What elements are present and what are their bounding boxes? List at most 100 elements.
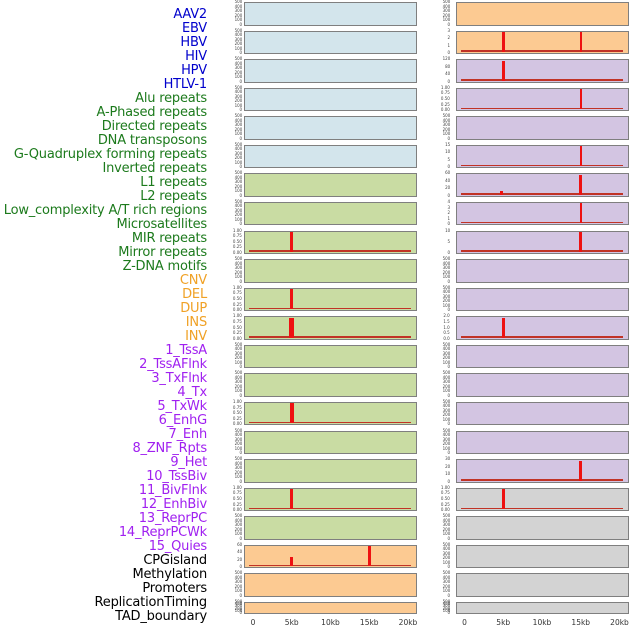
ytick-replicationtiming: 0 <box>447 593 450 598</box>
ytick-13-reprpc: 400 <box>442 403 450 409</box>
ytick-8-znf-rpts: 0 <box>447 279 450 284</box>
ytick-alu-repeats: 300 <box>234 179 242 185</box>
track-label-hbv: HBV <box>180 35 207 50</box>
track-label-6-enhg: 6_EnhG <box>158 413 208 428</box>
panel-ins <box>455 2 629 26</box>
ytick-hpv: 0 <box>239 136 242 141</box>
track-label-10-tssbiv: 10_TssBiv <box>146 469 207 484</box>
panel-12-enhbiv <box>455 373 629 397</box>
ytick-7-enh: 5 <box>447 239 450 244</box>
track-label-hiv: HIV <box>185 49 207 64</box>
panel-15-quies <box>455 459 629 483</box>
track-label-4-tx: 4_Tx <box>177 385 207 400</box>
track-label-13-reprpc: 13_ReprPC <box>138 511 207 526</box>
ytick-l1-repeats: 100 <box>234 360 242 365</box>
ytick-hbv: 300 <box>234 65 242 71</box>
ytick-aav2: 0 <box>239 22 242 27</box>
ytick-g-quadruplex-forming-repeats: 1.00 <box>233 285 242 290</box>
signal-baseline-inv <box>460 50 623 53</box>
panel-dna-transposons <box>244 259 417 283</box>
ytick-a-phased-repeats: 500 <box>234 199 242 204</box>
ytick-replicationtiming: 100 <box>442 588 450 594</box>
signal-spike-7-enh <box>579 232 583 253</box>
x-axis-tick-5kb: 5kb <box>284 617 299 627</box>
ytick-l1-repeats: 300 <box>234 351 242 356</box>
ytick-ebv: 500 <box>234 28 242 33</box>
ytick-12-enhbiv: 200 <box>442 384 450 389</box>
ytick-dna-transposons: 0 <box>239 279 242 284</box>
ytick-cnv: 60 <box>236 542 242 547</box>
ytick-hpv: 400 <box>234 118 242 123</box>
track-label-9-het: 9_Het <box>170 455 207 470</box>
ytick-microsatellites: 300 <box>234 437 242 442</box>
ytick-low-complexity-a-t-rich-regions: 0.00 <box>233 421 242 427</box>
track-label-directed-repeats: Directed repeats <box>101 119 207 134</box>
track-label-dna-transposons: DNA transposons <box>97 133 207 148</box>
ytick-9-het: 100 <box>442 303 450 308</box>
ytick-15-quies: 10 <box>444 471 450 477</box>
ytick-inv: 2 <box>447 35 450 41</box>
signal-baseline-inverted-repeats <box>249 336 411 338</box>
panel-methylation <box>455 516 629 540</box>
ytick-l1-repeats: 400 <box>234 346 242 352</box>
ytick-dna-transposons: 200 <box>234 270 242 275</box>
ytick-hbv: 200 <box>234 70 242 75</box>
panel-4-tx <box>455 144 629 169</box>
ytick-cpgisland: 0.75 <box>441 490 450 496</box>
ytick-hiv: 300 <box>234 94 242 99</box>
ytick-htlv-1: 300 <box>234 151 242 156</box>
ytick-mir-repeats: 500 <box>234 456 242 462</box>
track-label-14-reprpcwk: 14_ReprPCWk <box>118 525 207 540</box>
ytick-inv: 3 <box>447 28 450 33</box>
ytick-9-het: 0 <box>447 307 450 313</box>
panel-alu-repeats <box>244 173 417 197</box>
signal-spike-2-tssaflnk <box>579 89 582 110</box>
panel-7-enh <box>455 230 629 255</box>
signal-baseline-g-quadruplex-forming-repeats <box>249 307 411 310</box>
x-axis-tick-5kb: 5kb <box>496 617 511 627</box>
signal-spike-inv <box>579 32 582 53</box>
ytick-9-het: 500 <box>442 285 450 290</box>
panel-hiv <box>244 87 417 112</box>
ytick-5-txwk: 40 <box>444 178 450 183</box>
ytick-dup: 0 <box>239 610 242 615</box>
signal-baseline-directed-repeats <box>249 250 411 253</box>
ytick-z-dna-motifs: 200 <box>234 527 242 532</box>
ytick-ebv: 400 <box>234 32 242 38</box>
ytick-8-znf-rpts: 100 <box>442 274 450 280</box>
ytick-z-dna-motifs: 100 <box>234 531 242 537</box>
ytick-z-dna-motifs: 300 <box>234 522 242 528</box>
track-label-1-tssa: 1_TssA <box>165 343 207 358</box>
ytick-inv: 0 <box>447 50 450 56</box>
panel-low-complexity-a-t-rich-regions <box>244 401 417 426</box>
ytick-tad-boundary: 500 <box>442 599 450 604</box>
ytick-methylation: 0 <box>447 536 450 541</box>
ytick-hbv: 500 <box>234 56 242 62</box>
ytick-z-dna-motifs: 400 <box>234 518 242 523</box>
signal-baseline-10-tssbiv <box>460 336 623 338</box>
panel-tad-boundary <box>455 601 629 614</box>
ytick-directed-repeats: 0.50 <box>233 239 242 244</box>
signal-baseline-7-enh <box>460 250 623 253</box>
panel-mir-repeats <box>244 459 417 483</box>
panel-g-quadruplex-forming-repeats <box>244 287 417 312</box>
ytick-g-quadruplex-forming-repeats: 0.25 <box>233 302 242 307</box>
ytick-12-enhbiv: 300 <box>442 379 450 385</box>
ytick-inverted-repeats: 0.50 <box>233 325 242 330</box>
ytick-ins: 100 <box>442 17 450 22</box>
ytick-1-tssa: 120 <box>442 56 450 62</box>
ytick-mir-repeats: 400 <box>234 461 242 466</box>
signal-baseline-5-txwk <box>460 193 623 195</box>
ytick-cnv: 20 <box>236 557 242 562</box>
ytick-8-znf-rpts: 500 <box>442 256 450 262</box>
ytick-hiv: 500 <box>234 85 242 90</box>
ytick-1-tssa: 80 <box>444 64 450 69</box>
ytick-del: 100 <box>234 588 242 594</box>
ytick-ebv: 100 <box>234 46 242 51</box>
ytick-htlv-1: 0 <box>239 164 242 170</box>
track-label-hpv: HPV <box>181 63 207 78</box>
ytick-mir-repeats: 200 <box>234 470 242 475</box>
signal-spike-1-tssa <box>501 60 505 81</box>
ytick-aav2: 100 <box>234 17 242 22</box>
x-axis-tick-20kb: 20kb <box>398 617 418 627</box>
